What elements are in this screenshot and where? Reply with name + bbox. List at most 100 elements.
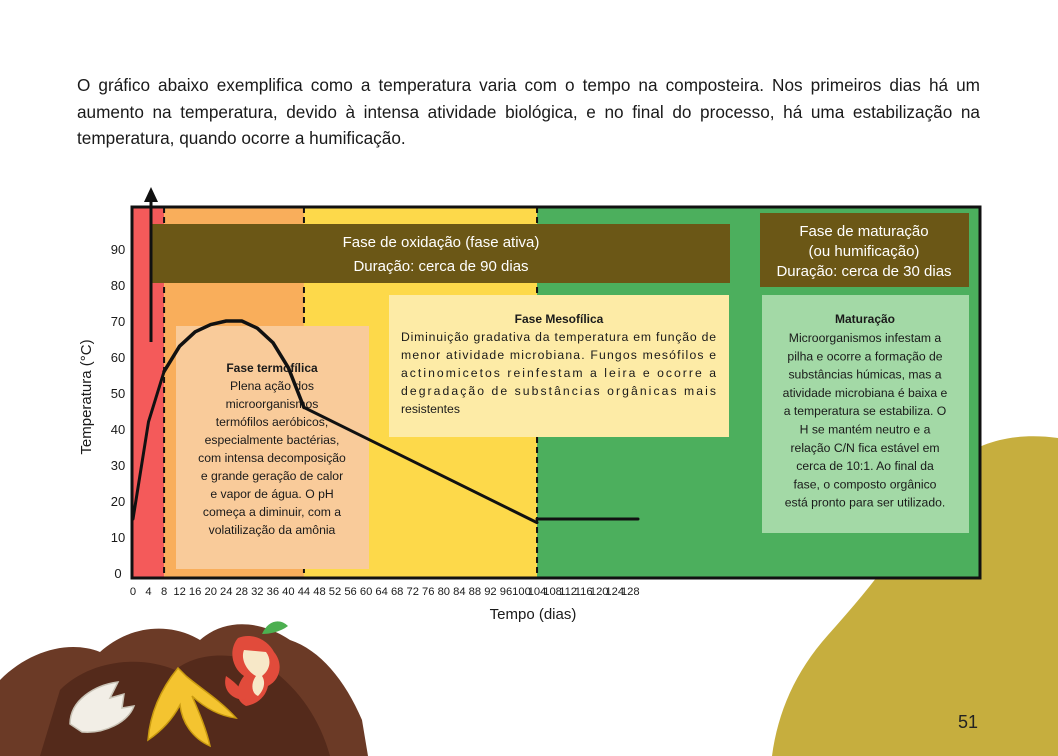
x-tick-label: 112 — [559, 586, 577, 598]
maturation-band — [760, 213, 969, 287]
maturation-line: atividade microbiana é baixa e — [783, 386, 948, 400]
thermophilic-line: começa a diminuir, com a — [203, 505, 341, 519]
thermophilic-line: e grande geração de calor — [201, 469, 343, 483]
temperature-curve — [131, 319, 640, 525]
x-tick-label: 124 — [605, 586, 624, 598]
maturation-line: H se mantém neutro e a — [800, 423, 931, 437]
oxidation-band-title: Fase de oxidação (fase ativa) — [343, 234, 540, 251]
banana-peel-icon — [147, 666, 238, 748]
x-tick-label: 84 — [453, 586, 465, 598]
x-tick-label: 36 — [267, 586, 279, 598]
x-tick-label: 56 — [344, 586, 356, 598]
eggshell-icon — [69, 681, 136, 733]
x-tick-label: 128 — [621, 586, 640, 598]
curve-segment — [131, 369, 166, 521]
x-tick-label: 72 — [406, 586, 418, 598]
maturation-band-title: Fase de maturação — [799, 223, 928, 240]
x-tick-label: 96 — [500, 586, 512, 598]
mesophilic-line: degradação de substâncias orgânicas mais — [401, 384, 716, 398]
thermophilic-line: e vapor de água. O pH — [210, 487, 333, 501]
thermophilic-line: especialmente bactérias, — [205, 433, 340, 447]
x-tick-label: 24 — [220, 586, 232, 598]
mesophilic-box — [389, 295, 729, 437]
x-tick-label: 60 — [360, 586, 372, 598]
curve-segment — [302, 405, 539, 525]
x-tick-label: 120 — [590, 586, 609, 598]
maturation-line: pilha e ocorre a formação de — [787, 349, 942, 363]
x-tick-label: 4 — [145, 586, 151, 598]
thermophilic-line: Plena ação dos — [230, 379, 314, 393]
x-tick-label: 12 — [173, 586, 185, 598]
oxidation-band-duration: Duração: cerca de 90 dias — [353, 258, 528, 275]
maturation-line: fase, o composto orgânico — [794, 477, 937, 491]
x-tick-label: 116 — [575, 586, 593, 598]
maturation-text: Microorganismos infestam a pilha e ocorre… — [783, 331, 948, 510]
x-tick-label: 108 — [543, 586, 562, 598]
y-tick-label: 30 — [111, 458, 125, 473]
maturation-line: está pronto para ser utilizado. — [785, 496, 946, 510]
mesophilic-line: resistentes — [401, 402, 460, 416]
x-tick-label: 92 — [484, 586, 496, 598]
y-tick-label: 80 — [111, 278, 125, 293]
y-tick-labels: 0 10 20 30 40 50 60 70 80 90 — [111, 242, 125, 581]
maturation-band-duration: Duração: cerca de 30 dias — [776, 263, 951, 280]
curve-segment — [162, 319, 306, 410]
x-tick-labels: 0 4 8 12 16 20 24 28 32 36 40 44 48 52 56 60 64 68 72 76 80 8… — [130, 586, 640, 598]
tomato-slice-icon — [225, 676, 246, 700]
maturation-box — [762, 295, 969, 533]
x-tick-label: 0 — [130, 586, 136, 598]
mesophilic-title: Fase Mesofílica — [515, 312, 604, 326]
thermophilic-title: Fase termofílica — [226, 361, 318, 375]
y-tick-label: 50 — [111, 386, 125, 401]
apple-flesh — [242, 650, 270, 696]
apple-leaf-icon — [262, 621, 288, 634]
y-tick-label: 20 — [111, 494, 125, 509]
x-tick-label: 48 — [313, 586, 325, 598]
maturation-line: a temperatura se estabiliza. O — [784, 404, 947, 418]
y-tick-label: 90 — [111, 242, 125, 257]
maturation-band-subtitle: (ou humificação) — [809, 243, 920, 260]
maturation-line: relação C/N fica estável em — [790, 441, 939, 455]
thermophilic-box — [176, 326, 369, 569]
x-tick-label: 88 — [469, 586, 481, 598]
x-tick-label: 100 — [512, 586, 531, 598]
y-tick-label: 70 — [111, 314, 125, 329]
x-tick-label: 40 — [282, 586, 294, 598]
decorative-blob — [772, 436, 1058, 756]
arrow-head-icon — [144, 187, 158, 202]
x-tick-label: 52 — [329, 586, 341, 598]
y-tick-label: 60 — [111, 350, 125, 365]
mesophilic-text: Diminuição gradativa da temperatura em f… — [401, 330, 716, 416]
x-tick-label: 64 — [375, 586, 387, 598]
y-tick-label: 40 — [111, 422, 125, 437]
thermophilic-line: microorganismos — [226, 397, 319, 411]
x-tick-label: 28 — [236, 586, 248, 598]
x-tick-label: 68 — [391, 586, 403, 598]
intro-paragraph: O gráfico abaixo exemplifica como a temp… — [77, 75, 980, 148]
chart-frame — [130, 205, 982, 580]
x-tick-label: 104 — [528, 586, 547, 598]
x-tick-label: 44 — [298, 586, 310, 598]
mesophilic-line: menor atividade microbiana. Fungos mesóf… — [401, 348, 716, 362]
x-axis-title: Tempo (dias) — [490, 606, 577, 623]
x-tick-label: 8 — [161, 586, 167, 598]
x-tick-label: 80 — [438, 586, 450, 598]
page-number: 51 — [958, 712, 979, 732]
y-tick-label: 10 — [111, 530, 125, 545]
y-axis-title: Temperatura (°C) — [78, 339, 95, 454]
y-tick-label: 0 — [114, 566, 121, 581]
thermophilic-line: volatilização da amônia — [209, 523, 336, 537]
maturation-line: substâncias húmicas, mas a — [788, 368, 941, 382]
thermophilic-line: com intensa decomposição — [198, 451, 346, 465]
mesophilic-line: actinomicetos reinfestam a leira e ocorr… — [401, 366, 716, 380]
x-tick-label: 16 — [189, 586, 201, 598]
thermophilic-line: termófilos aeróbicos, — [216, 415, 328, 429]
maturation-title: Maturação — [835, 312, 895, 326]
x-tick-label: 76 — [422, 586, 434, 598]
maturation-line: Microorganismos infestam a — [789, 331, 942, 345]
maturation-line: cerca de 10:1. Ao final da — [796, 459, 934, 473]
mesophilic-line: Diminuição gradativa da temperatura em f… — [401, 330, 716, 344]
x-tick-label: 20 — [204, 586, 216, 598]
x-tick-label: 32 — [251, 586, 263, 598]
compost-pile-illustration — [0, 621, 368, 756]
